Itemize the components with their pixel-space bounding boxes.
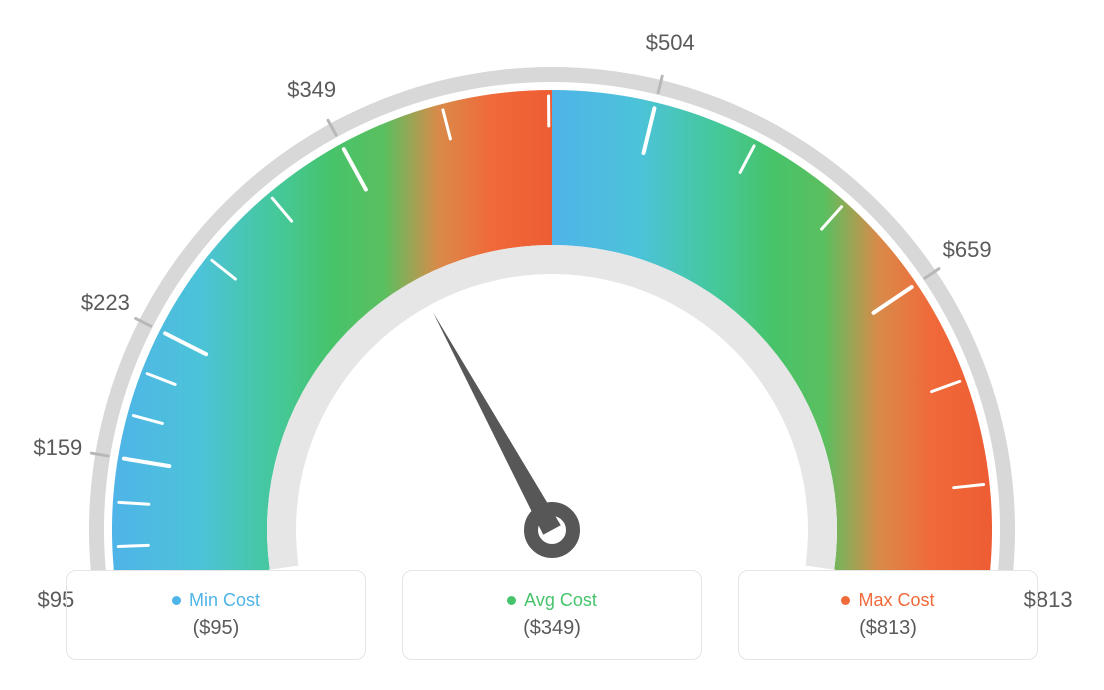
legend-card-avg: Avg Cost ($349) bbox=[402, 570, 702, 660]
legend-value-max: ($813) bbox=[859, 617, 917, 640]
legend-label-max: Max Cost bbox=[858, 590, 934, 611]
gauge-tick-label: $159 bbox=[33, 435, 82, 461]
legend-value-avg: ($349) bbox=[523, 617, 581, 640]
legend-top-avg: Avg Cost bbox=[507, 590, 597, 611]
gauge-svg bbox=[0, 10, 1104, 570]
legend-label-min: Min Cost bbox=[189, 590, 260, 611]
legend-label-avg: Avg Cost bbox=[524, 590, 597, 611]
legend-dot-avg bbox=[507, 596, 516, 605]
legend-dot-min bbox=[172, 596, 181, 605]
legend-top-max: Max Cost bbox=[841, 590, 934, 611]
cost-gauge-chart: $95$159$223$349$504$659$813 bbox=[0, 10, 1104, 570]
legend-value-min: ($95) bbox=[193, 617, 240, 640]
gauge-tick-label: $504 bbox=[646, 30, 695, 56]
legend-top-min: Min Cost bbox=[172, 590, 260, 611]
gauge-tick-label: $223 bbox=[81, 290, 130, 316]
legend-card-max: Max Cost ($813) bbox=[738, 570, 1038, 660]
gauge-tick-label: $349 bbox=[287, 77, 336, 103]
legend-row: Min Cost ($95) Avg Cost ($349) Max Cost … bbox=[0, 570, 1104, 660]
gauge-tick-label: $659 bbox=[943, 237, 992, 263]
legend-dot-max bbox=[841, 596, 850, 605]
legend-card-min: Min Cost ($95) bbox=[66, 570, 366, 660]
